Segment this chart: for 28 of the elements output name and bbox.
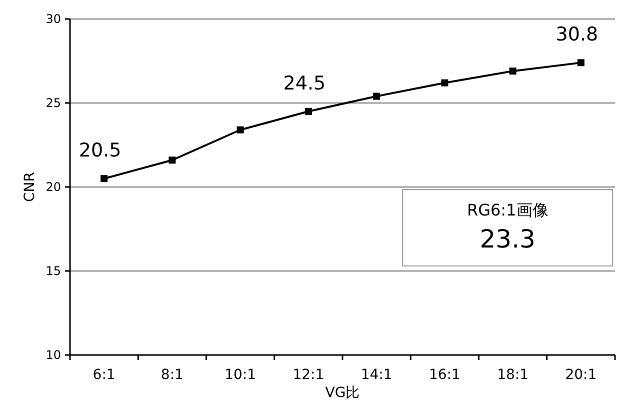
annotation: 23.3 — [480, 224, 536, 254]
annotation: 30.8 — [556, 24, 598, 46]
x-tick-label: 10:1 — [224, 367, 256, 383]
y-tick-label: 30 — [46, 12, 61, 26]
x-tick-label: 12:1 — [292, 367, 324, 383]
point — [509, 68, 516, 75]
x-tick-label: 6:1 — [92, 367, 116, 383]
y-tick-label: 25 — [46, 96, 61, 110]
point — [236, 126, 244, 134]
point — [168, 156, 176, 164]
x-tick-label: 20:1 — [565, 367, 597, 383]
y-tick-label: 10 — [46, 348, 61, 362]
x-tick-label: 16:1 — [428, 367, 460, 383]
annotation: 20.5 — [78, 140, 122, 162]
point — [577, 59, 584, 66]
point — [441, 79, 448, 86]
y-tick-label: 15 — [46, 264, 61, 278]
x-tick-label: 18:1 — [497, 367, 529, 383]
x-tick-label: 14:1 — [360, 367, 392, 383]
y-axis-title: CNR — [22, 172, 38, 202]
x-axis-title: VG比 — [325, 385, 360, 401]
annotation: 24.5 — [283, 72, 326, 94]
x-tick-label: 8:1 — [160, 367, 184, 383]
point — [304, 108, 312, 115]
point — [373, 92, 380, 100]
point — [100, 175, 108, 182]
y-tick-label: 20 — [46, 180, 61, 194]
annotation: RG6:1画像 — [466, 200, 548, 220]
